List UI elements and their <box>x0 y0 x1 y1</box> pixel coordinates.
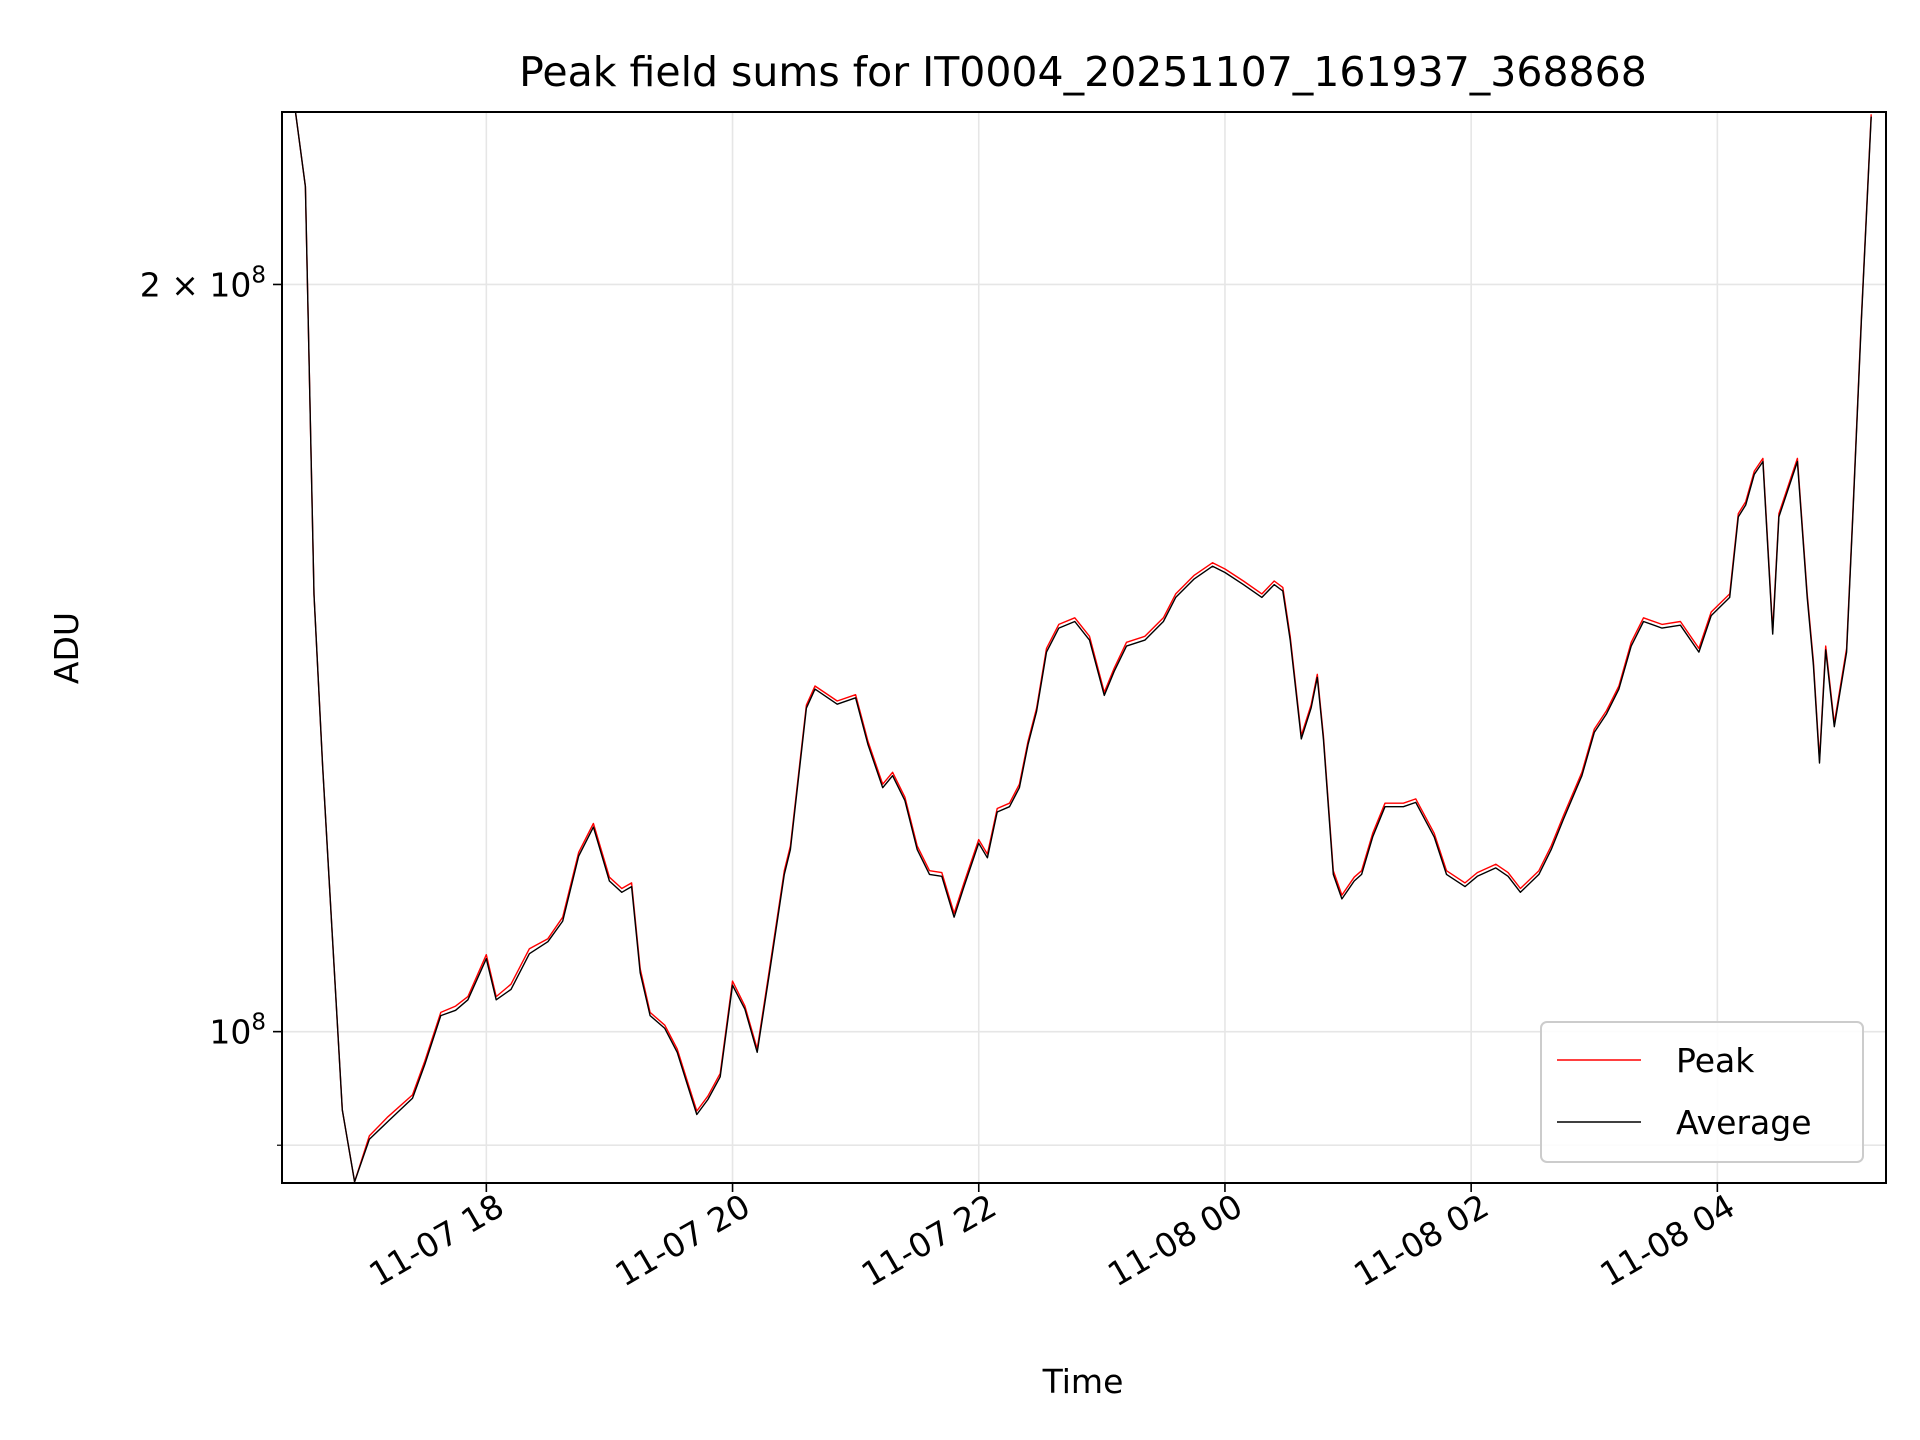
x-tick-label: 11-08 04 <box>1593 1186 1741 1294</box>
legend-label-average: Average <box>1676 1103 1812 1142</box>
x-axis: 11-07 18 11-07 20 11-07 22 11-08 00 11-08 02… <box>362 1183 1741 1294</box>
y-tick-label-exponent: 8 <box>251 1010 266 1036</box>
legend: Peak Average <box>1540 1021 1864 1163</box>
y-tick-label: 2 × 108 <box>140 262 266 304</box>
x-tick-label: 11-08 02 <box>1347 1186 1495 1294</box>
y-tick-label-base: 10 <box>209 1013 251 1052</box>
x-axis-label: Time <box>1042 1362 1124 1401</box>
y-tick-label: 108 <box>209 1010 266 1052</box>
x-tick-label: 11-08 00 <box>1101 1186 1249 1294</box>
legend-label-peak: Peak <box>1676 1041 1755 1080</box>
x-tick-label: 11-07 20 <box>609 1186 757 1294</box>
plot-frame <box>281 111 1887 1184</box>
series-line-average <box>294 112 1872 1183</box>
y-tick-label-exponent: 8 <box>251 262 266 288</box>
x-tick-label: 11-07 18 <box>362 1186 510 1294</box>
y-tick-label-base: 2 × 10 <box>140 265 252 304</box>
legend-box <box>1540 1021 1864 1163</box>
series-line-peak <box>294 112 1872 1183</box>
chart-title: Peak field sums for IT0004_20251107_1619… <box>519 48 1647 96</box>
x-tick-label: 11-07 22 <box>855 1186 1003 1294</box>
y-axis-label: ADU <box>47 612 86 684</box>
